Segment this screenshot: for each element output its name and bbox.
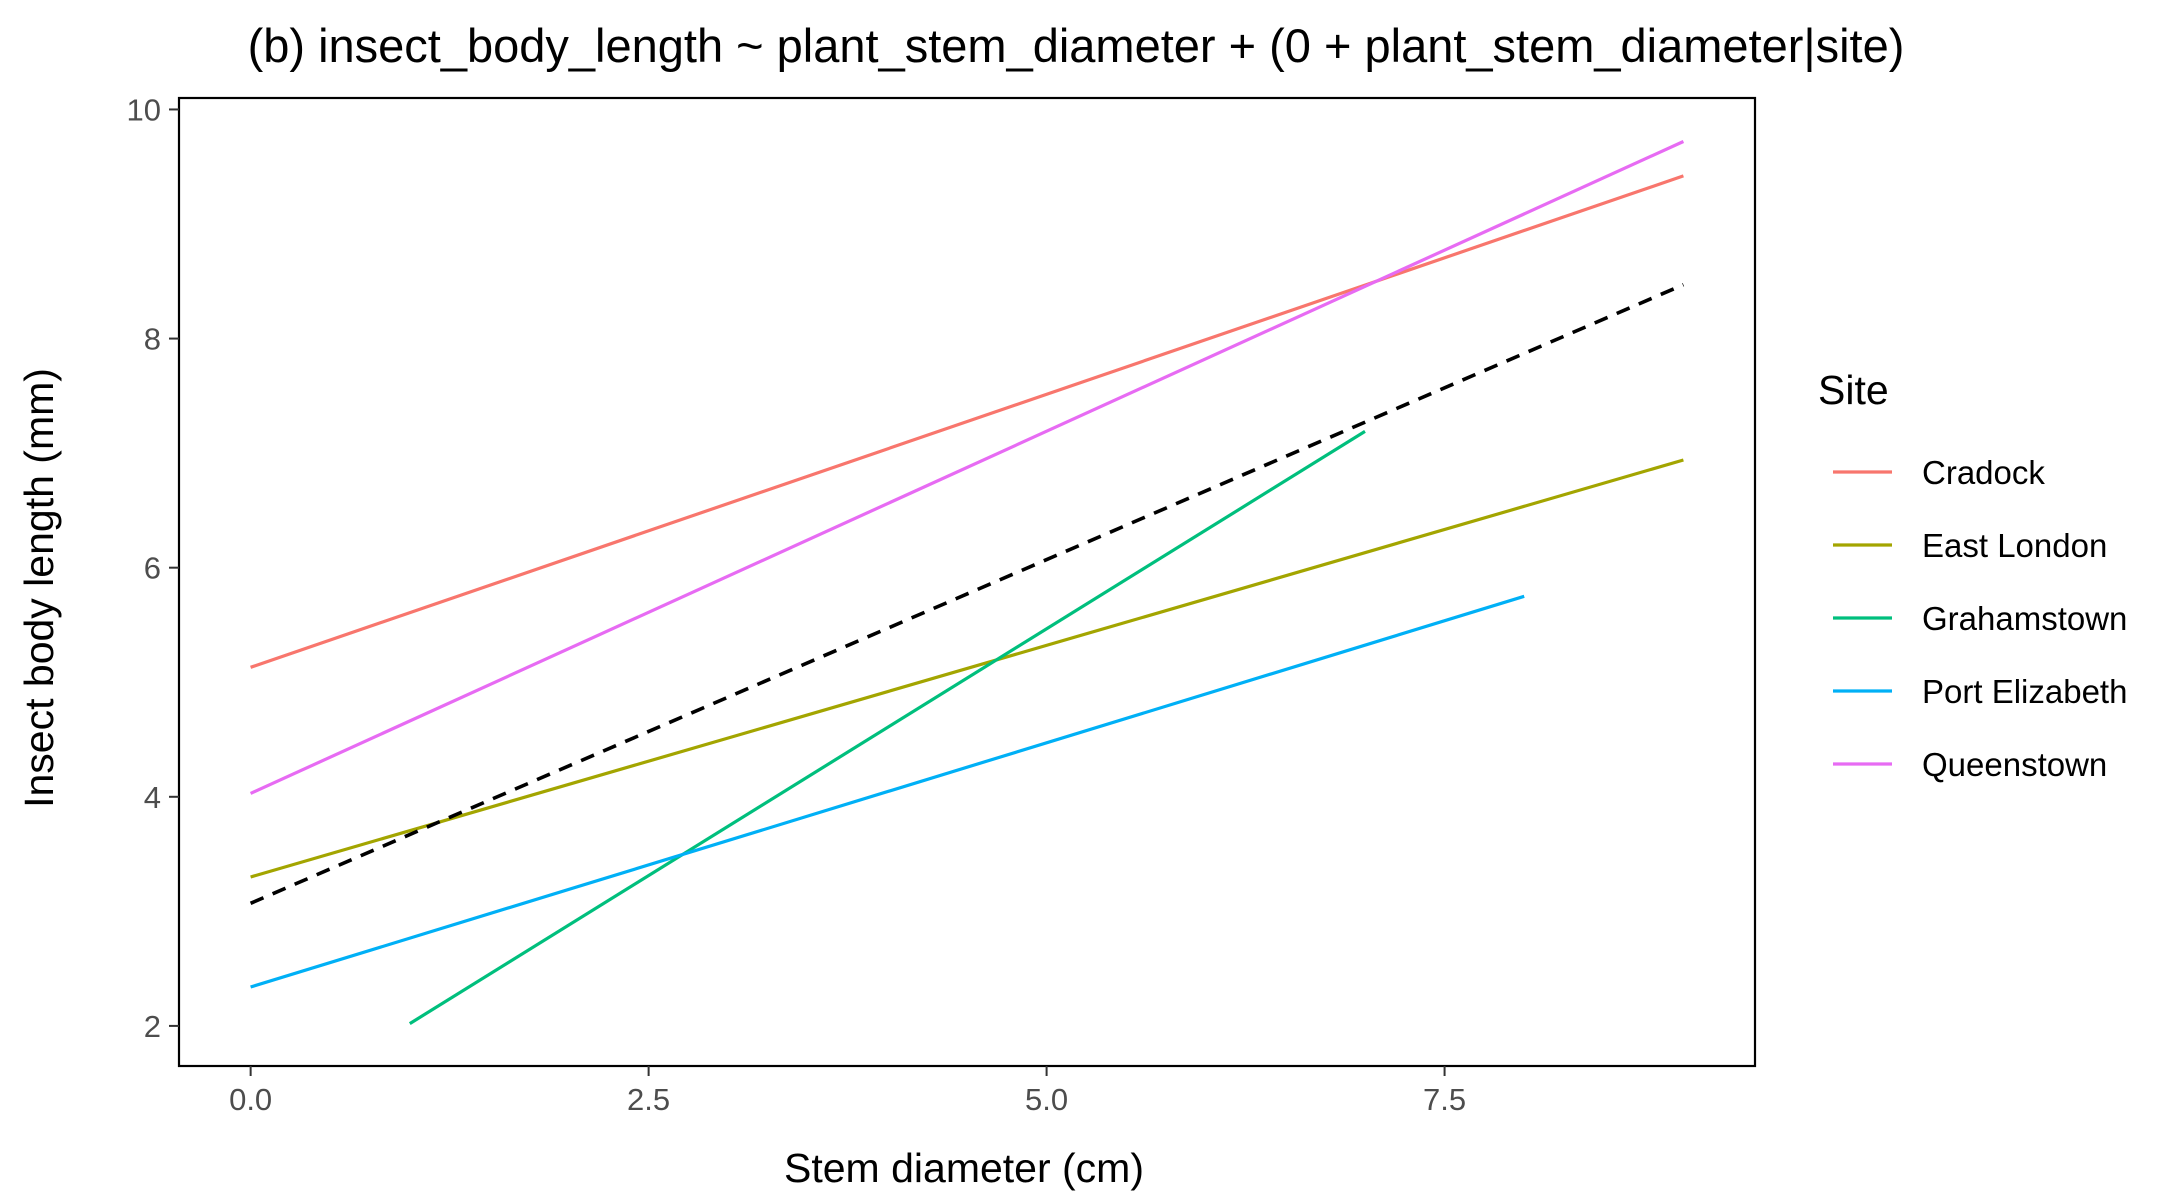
- axes: 0.0 2.5 5.0 7.5 2 4 6 8 10: [127, 92, 1757, 1117]
- y-axis-label: Insect body length (mm): [16, 368, 62, 808]
- y-tick-label: 2: [144, 1009, 161, 1044]
- legend-label-grahamstown: Grahamstown: [1922, 600, 2127, 637]
- series-line-east-london: [250, 458, 1684, 879]
- legend-label-port-elizabeth: Port Elizabeth: [1922, 673, 2127, 710]
- legend-label-cradock: Cradock: [1922, 454, 2045, 491]
- overall-fit-line: [249, 283, 1685, 905]
- series-line-cradock: [250, 174, 1684, 669]
- x-tick-label: 7.5: [1423, 1082, 1466, 1117]
- legend-label-queenstown: Queenstown: [1922, 746, 2107, 783]
- y-tick-label: 6: [144, 551, 161, 586]
- series-line-queenstown: [249, 140, 1685, 795]
- legend-label-east-london: East London: [1922, 527, 2107, 564]
- plot-area: [249, 140, 1685, 1025]
- y-tick-label: 4: [144, 780, 161, 815]
- series-line-port-elizabeth: [250, 594, 1525, 989]
- x-tick-label: 0.0: [229, 1082, 272, 1117]
- legend-title: Site: [1818, 367, 1889, 413]
- plot-panel-border: [177, 96, 1757, 1068]
- y-tick-label: 8: [144, 322, 161, 357]
- y-tick-label: 10: [127, 92, 161, 127]
- chart-title: (b) insect_body_length ~ plant_stem_diam…: [248, 19, 1905, 72]
- x-axis-label: Stem diameter (cm): [784, 1145, 1144, 1191]
- x-tick-label: 2.5: [627, 1082, 670, 1117]
- x-tick-label: 5.0: [1025, 1082, 1068, 1117]
- series-line-grahamstown: [408, 430, 1366, 1025]
- legend: Site Cradock East London Grahamstown Port E…: [1818, 367, 2127, 783]
